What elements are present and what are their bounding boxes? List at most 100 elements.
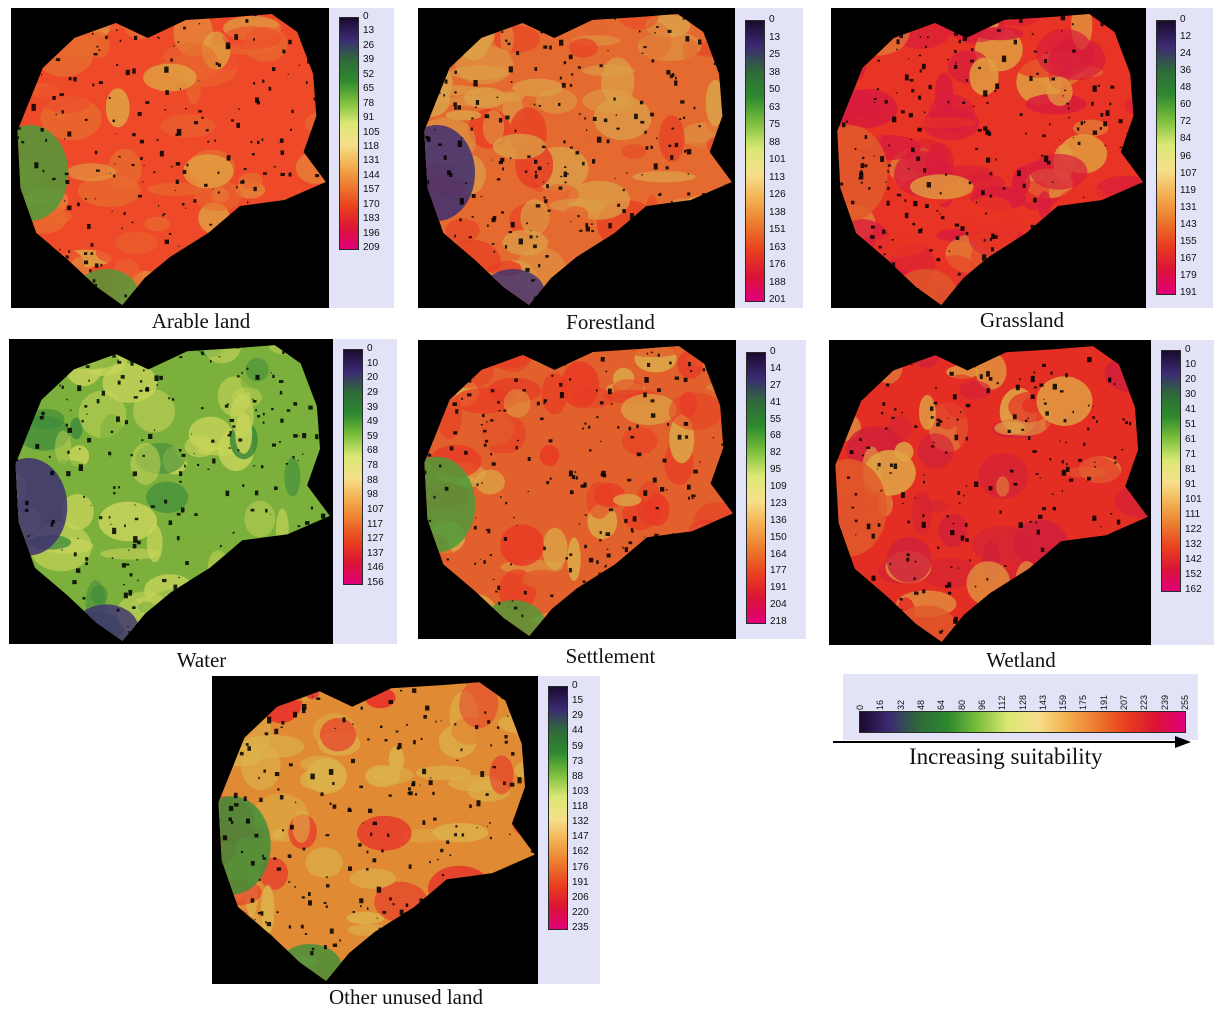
- suitability-patch: [70, 417, 83, 440]
- no-data-speck: [444, 402, 448, 407]
- no-data-speck: [230, 10, 233, 14]
- no-data-speck: [1021, 249, 1026, 257]
- no-data-speck: [1025, 419, 1028, 423]
- no-data-speck: [647, 598, 649, 601]
- legend-tick-label: 12: [1180, 31, 1192, 43]
- no-data-speck: [118, 352, 121, 355]
- no-data-speck: [965, 403, 971, 408]
- no-data-speck: [314, 25, 319, 31]
- no-data-speck: [250, 508, 255, 512]
- legend-tick-label: 157: [363, 184, 380, 196]
- suitability-patch: [17, 222, 25, 259]
- no-data-speck: [1044, 59, 1047, 63]
- no-data-speck: [997, 29, 1001, 32]
- no-data-speck: [62, 304, 64, 305]
- suitability-patch: [17, 22, 30, 55]
- no-data-speck: [505, 620, 509, 625]
- suitability-map: [835, 346, 1148, 642]
- no-data-speck: [525, 267, 530, 272]
- suitability-patch: [267, 277, 301, 305]
- no-data-speck: [435, 720, 437, 723]
- no-data-speck: [913, 200, 918, 207]
- no-data-speck: [878, 245, 882, 249]
- no-data-speck: [577, 66, 581, 69]
- no-data-speck: [995, 158, 997, 161]
- no-data-speck: [1129, 422, 1132, 426]
- no-data-speck: [975, 201, 978, 204]
- suitability-patch: [15, 373, 58, 384]
- suitability-patch: [1030, 153, 1088, 190]
- suitability-patch: [445, 218, 480, 243]
- no-data-speck: [357, 980, 362, 981]
- no-data-speck: [1087, 404, 1090, 407]
- no-data-speck: [650, 399, 655, 403]
- no-data-speck: [34, 162, 39, 169]
- no-data-speck: [124, 294, 127, 298]
- no-data-speck: [87, 437, 92, 443]
- no-data-speck: [948, 591, 952, 595]
- suitability-patch: [424, 456, 476, 553]
- no-data-speck: [419, 784, 421, 786]
- no-data-speck: [958, 302, 961, 304]
- no-data-speck: [176, 512, 181, 516]
- no-data-speck: [878, 42, 882, 45]
- no-data-speck: [305, 521, 310, 525]
- no-data-speck: [526, 222, 528, 225]
- legend-tick-label: 131: [1180, 201, 1197, 213]
- suitability-patch: [146, 481, 189, 514]
- no-data-speck: [572, 634, 577, 636]
- suitability-patch: [167, 616, 185, 641]
- no-data-speck: [367, 738, 370, 741]
- no-data-speck: [510, 939, 512, 943]
- no-data-speck: [947, 100, 950, 104]
- no-data-speck: [465, 182, 468, 184]
- no-data-speck: [605, 564, 607, 567]
- legend-tick-label: 14: [770, 362, 782, 374]
- no-data-speck: [455, 409, 459, 414]
- no-data-speck: [674, 210, 680, 215]
- no-data-speck: [859, 438, 862, 441]
- legend-tick-label: 39: [367, 401, 379, 413]
- no-data-speck: [957, 272, 961, 276]
- no-data-speck: [389, 949, 392, 954]
- color-ramp: [1161, 350, 1181, 592]
- no-data-speck: [78, 464, 83, 471]
- no-data-speck: [1125, 421, 1128, 425]
- suitability-patch: [18, 247, 34, 279]
- no-data-speck: [239, 751, 244, 756]
- no-data-speck: [237, 375, 240, 378]
- no-data-speck: [573, 608, 575, 610]
- no-data-speck: [177, 345, 182, 348]
- no-data-speck: [113, 174, 116, 178]
- no-data-speck: [1100, 235, 1105, 239]
- suitability-patch: [465, 900, 529, 927]
- no-data-speck: [302, 587, 308, 591]
- no-data-speck: [378, 927, 383, 935]
- no-data-speck: [322, 361, 326, 365]
- no-data-speck: [125, 69, 130, 76]
- no-data-speck: [957, 567, 959, 569]
- no-data-speck: [459, 198, 464, 205]
- no-data-speck: [300, 924, 304, 929]
- no-data-speck: [444, 79, 448, 84]
- suitability-patch: [216, 575, 235, 606]
- no-data-speck: [65, 423, 68, 427]
- no-data-speck: [548, 354, 552, 359]
- no-data-speck: [1019, 378, 1021, 381]
- no-data-speck: [255, 374, 260, 380]
- no-data-speck: [1038, 247, 1042, 251]
- no-data-speck: [88, 379, 90, 382]
- no-data-speck: [242, 484, 245, 487]
- no-data-speck: [1092, 85, 1097, 92]
- suitability-patch: [1096, 628, 1127, 642]
- no-data-speck: [422, 768, 427, 775]
- no-data-speck: [473, 291, 477, 294]
- no-data-speck: [536, 235, 538, 238]
- legend-tick-label: 164: [770, 548, 787, 560]
- no-data-speck: [86, 637, 92, 641]
- no-data-speck: [501, 695, 503, 699]
- no-data-speck: [94, 345, 97, 348]
- no-data-speck: [474, 106, 477, 108]
- no-data-speck: [930, 406, 934, 411]
- no-data-speck: [240, 850, 244, 854]
